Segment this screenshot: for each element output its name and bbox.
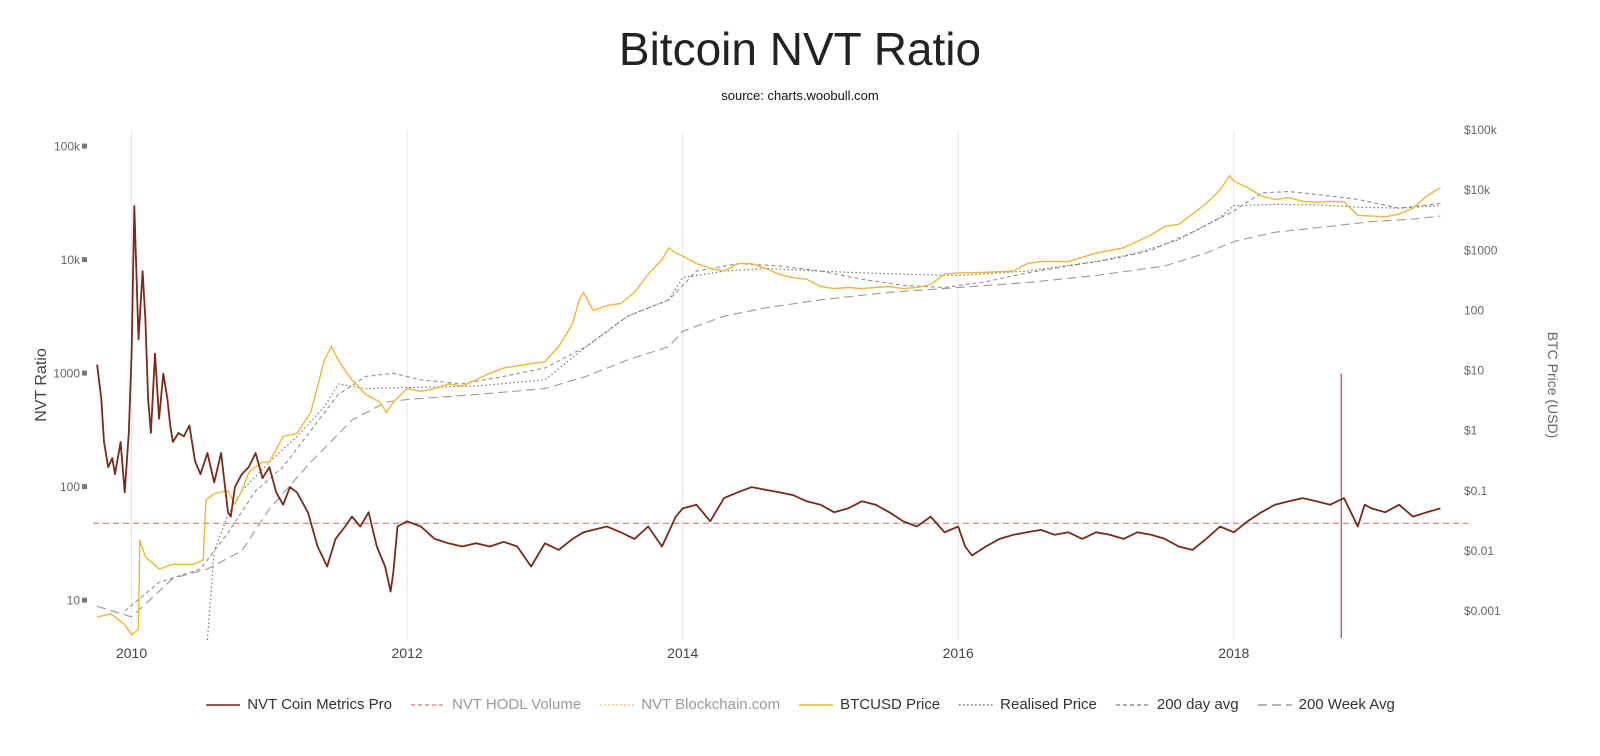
y-axis-label-left: NVT Ratio <box>33 348 50 422</box>
y-tick-label-right: $0.01 <box>1464 544 1494 558</box>
y-tick-mark-left <box>82 597 87 603</box>
y-tick-mark-left <box>82 484 87 490</box>
x-tick-label: 2012 <box>392 645 423 661</box>
y-tick-label-left: 100 <box>60 480 80 494</box>
legend-label: Realised Price <box>1000 696 1097 713</box>
grid-layer <box>131 130 1235 640</box>
y-tick-label-right: $100k <box>1464 123 1498 137</box>
legend-swatch <box>410 703 445 706</box>
legend-label: NVT HODL Volume <box>451 696 582 713</box>
y-tick-label-right: $10k <box>1464 183 1491 197</box>
legend-item[interactable]: NVT Blockchain.com <box>599 696 780 713</box>
chart-subtitle: source: charts.woobull.com <box>721 88 879 103</box>
legend-item[interactable]: 200 Week Avg <box>1257 696 1395 713</box>
legend-label: NVT Blockchain.com <box>641 696 781 713</box>
series-line-200-day-avg <box>124 190 1441 612</box>
legend-item[interactable]: 200 day avg <box>1115 696 1239 713</box>
x-tick-label: 2018 <box>1218 645 1249 661</box>
legend-swatch <box>1115 703 1150 706</box>
y-tick-label-right: $10 <box>1464 364 1484 378</box>
y-tick-label-right: $1 <box>1464 424 1478 438</box>
y-tick-label-right: 100 <box>1464 303 1484 317</box>
legend-label: BTCUSD Price <box>840 696 941 713</box>
legend-label: 200 Week Avg <box>1298 696 1395 713</box>
legend-item[interactable]: BTCUSD Price <box>798 696 940 713</box>
axis-layer: NVT Ratio BTC Price (USD) 2010 2012 2014 20… <box>33 123 1561 661</box>
legend-swatch <box>799 703 834 706</box>
legend-swatch <box>959 703 994 706</box>
y-tick-mark-left <box>82 370 87 376</box>
x-tick-label: 2016 <box>943 645 974 661</box>
reference-layer <box>93 373 1468 638</box>
legend-swatch <box>600 703 635 706</box>
y-axis-label-right: BTC Price (USD) <box>1545 332 1561 439</box>
legend: NVT Coin Metrics Pro NVT HODL Volume NVT B… <box>0 696 1600 713</box>
y-tick-label-right: $0.001 <box>1464 604 1501 618</box>
y-tick-label-right: $0.1 <box>1464 484 1488 498</box>
series-line-btcusd-price <box>96 174 1441 636</box>
legend-item[interactable]: NVT HODL Volume <box>410 696 581 713</box>
series-line-200-week-avg <box>96 215 1441 618</box>
x-tick-label: 2014 <box>667 645 698 661</box>
y-tick-mark-left <box>82 143 87 149</box>
chart-plot: NVT Ratio BTC Price (USD) 2010 2012 2014 20… <box>33 123 1561 661</box>
y-tick-label-left: 10k <box>61 253 81 267</box>
legend-swatch <box>1257 703 1292 706</box>
x-tick-label: 2010 <box>116 645 147 661</box>
legend-label: NVT Coin Metrics Pro <box>247 696 392 713</box>
y-tick-mark-left <box>82 257 87 263</box>
y-tick-label-left: 1000 <box>53 367 80 381</box>
y-tick-label-left: 10 <box>67 594 81 608</box>
legend-item[interactable]: Realised Price <box>958 696 1097 713</box>
series-line-nvt-coin-metrics-pro <box>96 204 1441 593</box>
y-tick-label-left: 100k <box>54 140 81 154</box>
legend-label: 200 day avg <box>1156 696 1239 713</box>
series-layer <box>96 174 1441 641</box>
y-tick-label-right: $1000 <box>1464 243 1498 257</box>
chart-title: Bitcoin NVT Ratio <box>618 23 982 75</box>
legend-item[interactable]: NVT Coin Metrics Pro <box>205 696 392 713</box>
legend-swatch <box>206 703 241 706</box>
